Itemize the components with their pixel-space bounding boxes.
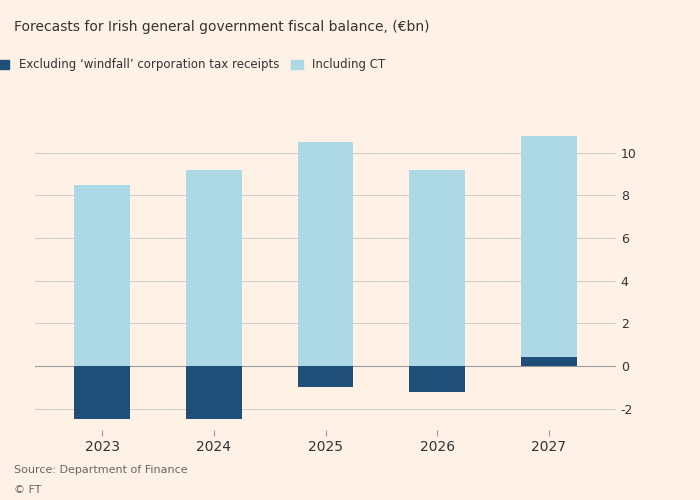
Bar [521, 136, 577, 366]
Bar [186, 366, 241, 420]
Bar [74, 366, 130, 420]
Text: Source: Department of Finance: Source: Department of Finance [14, 465, 188, 475]
Bar [410, 366, 466, 392]
Legend: Excluding ‘windfall’ corporation tax receipts, Including CT: Excluding ‘windfall’ corporation tax rec… [0, 58, 385, 71]
Bar [298, 366, 354, 388]
Bar [186, 170, 241, 366]
Bar [410, 170, 466, 366]
Bar [74, 184, 130, 366]
Text: Forecasts for Irish general government fiscal balance, (€bn): Forecasts for Irish general government f… [14, 20, 430, 34]
Bar [521, 358, 577, 366]
Bar [298, 142, 354, 366]
Text: © FT: © FT [14, 485, 41, 495]
